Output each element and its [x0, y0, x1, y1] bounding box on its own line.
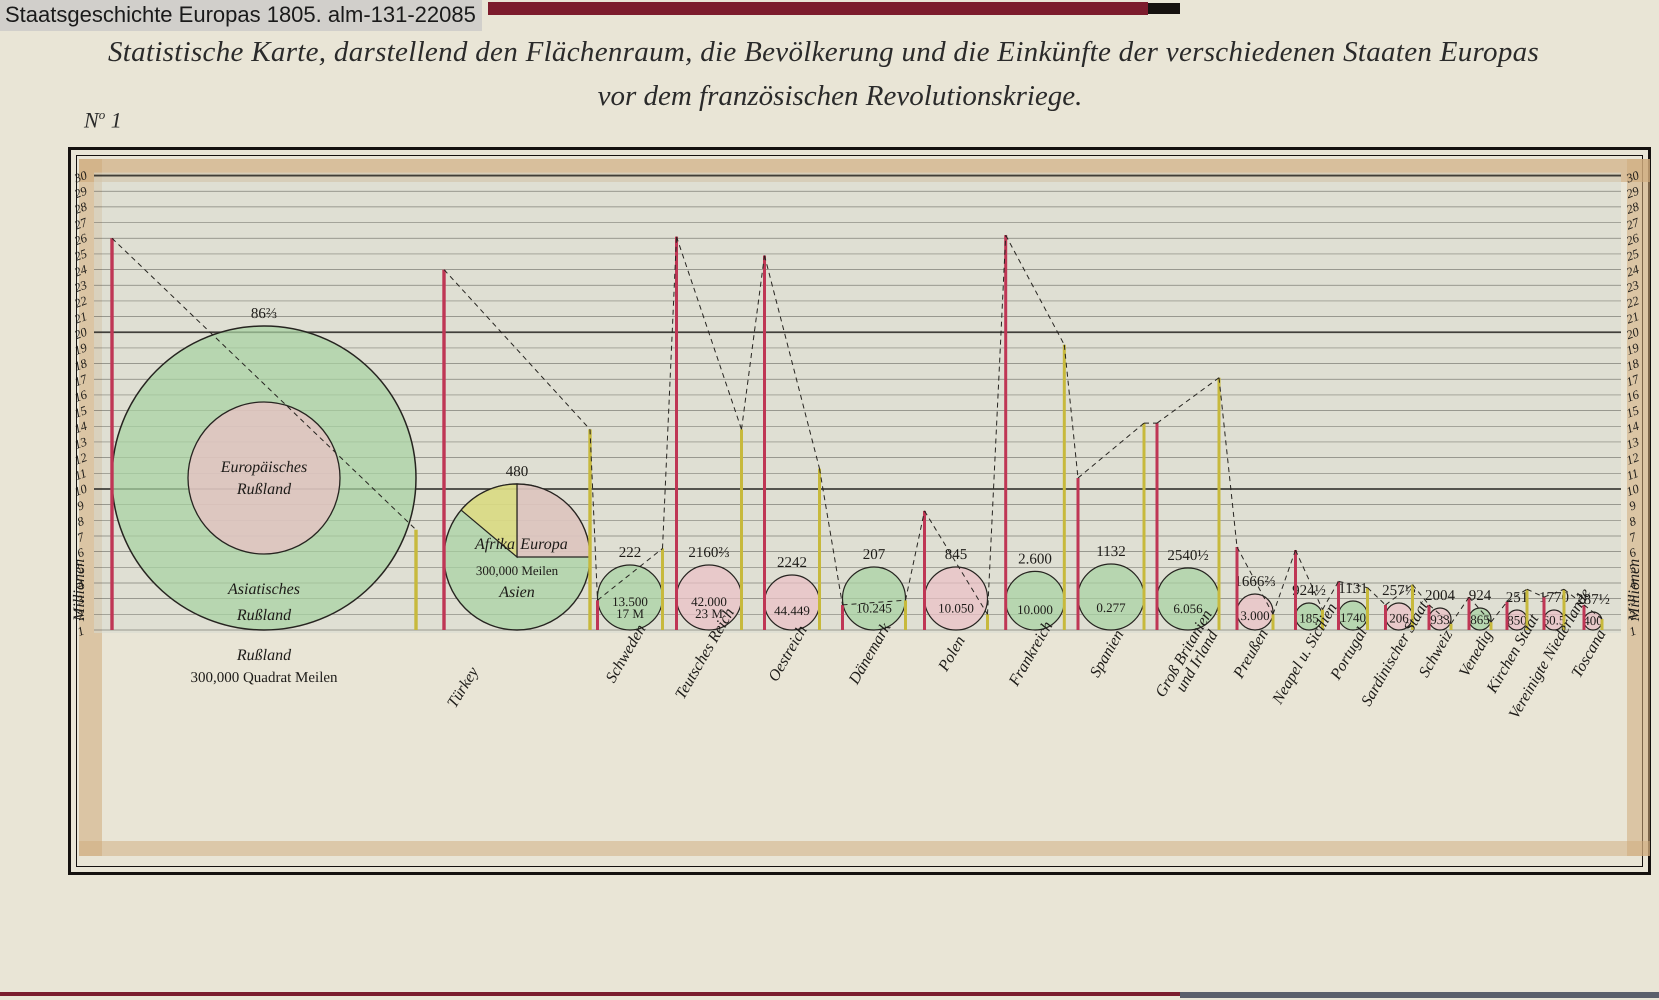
svg-text:Asien: Asien — [498, 584, 535, 601]
svg-text:Türkey: Türkey — [444, 664, 482, 711]
svg-text:865: 865 — [1470, 612, 1490, 627]
svg-text:Rußland: Rußland — [236, 647, 292, 664]
svg-text:924: 924 — [1469, 588, 1492, 604]
svg-text:12: 12 — [72, 450, 89, 467]
svg-text:26: 26 — [1624, 230, 1641, 248]
svg-text:Toscana: Toscana — [1569, 627, 1610, 681]
svg-text:Europäisches: Europäisches — [220, 459, 308, 476]
svg-text:287½: 287½ — [1576, 592, 1610, 608]
svg-text:22: 22 — [72, 293, 89, 310]
svg-text:9: 9 — [1627, 498, 1638, 514]
svg-text:6: 6 — [1627, 545, 1638, 561]
svg-text:8: 8 — [75, 514, 86, 530]
svg-text:21: 21 — [1624, 309, 1641, 326]
svg-text:480: 480 — [506, 464, 529, 480]
svg-text:28: 28 — [72, 199, 89, 217]
svg-text:222: 222 — [619, 545, 642, 561]
svg-text:24: 24 — [1624, 262, 1641, 279]
svg-text:18: 18 — [72, 356, 89, 374]
svg-text:13: 13 — [72, 435, 89, 452]
svg-text:251: 251 — [1506, 590, 1529, 606]
svg-text:15: 15 — [72, 403, 89, 420]
svg-text:9: 9 — [75, 498, 86, 514]
svg-text:7: 7 — [75, 529, 86, 545]
svg-text:1132: 1132 — [1096, 544, 1125, 560]
svg-text:Asiatisches: Asiatisches — [227, 581, 300, 598]
svg-text:Portugal: Portugal — [1327, 624, 1371, 683]
svg-text:400: 400 — [1583, 613, 1603, 628]
svg-text:10: 10 — [72, 481, 89, 499]
svg-text:2160⅔: 2160⅔ — [688, 545, 729, 561]
svg-text:Schweiz: Schweiz — [1416, 627, 1457, 681]
svg-text:17: 17 — [72, 372, 89, 390]
svg-text:12: 12 — [1624, 450, 1641, 467]
svg-text:3.000: 3.000 — [1240, 608, 1269, 623]
svg-text:13: 13 — [1624, 435, 1641, 452]
svg-text:8: 8 — [1627, 514, 1638, 530]
svg-text:26: 26 — [72, 230, 89, 248]
svg-text:1131: 1131 — [1338, 581, 1367, 597]
svg-text:14: 14 — [1624, 419, 1641, 436]
svg-text:20: 20 — [72, 325, 89, 343]
svg-text:2540½: 2540½ — [1167, 548, 1208, 564]
svg-text:Preußen: Preußen — [1230, 626, 1272, 682]
svg-text:10.000: 10.000 — [1017, 602, 1053, 617]
svg-text:7: 7 — [1627, 529, 1638, 545]
svg-text:Spanien: Spanien — [1087, 627, 1127, 680]
svg-text:27: 27 — [1624, 215, 1641, 233]
svg-text:17: 17 — [1624, 372, 1641, 390]
svg-text:21: 21 — [72, 309, 89, 326]
svg-text:2004: 2004 — [1425, 588, 1456, 604]
svg-text:924½: 924½ — [1292, 583, 1326, 599]
svg-text:1: 1 — [1627, 624, 1638, 639]
svg-text:Millionen: Millionen — [1626, 559, 1643, 622]
svg-text:Millionen: Millionen — [71, 559, 88, 622]
svg-text:1: 1 — [75, 624, 86, 639]
svg-text:11: 11 — [73, 466, 89, 483]
svg-text:17 M: 17 M — [616, 606, 644, 621]
svg-text:20: 20 — [1624, 325, 1641, 343]
svg-text:11: 11 — [1625, 466, 1641, 483]
svg-text:22: 22 — [1624, 293, 1641, 310]
svg-text:933: 933 — [1430, 612, 1450, 627]
svg-text:10: 10 — [1624, 481, 1641, 499]
svg-text:19: 19 — [72, 340, 89, 358]
svg-text:30: 30 — [71, 168, 89, 186]
svg-text:2242: 2242 — [777, 555, 807, 571]
svg-text:16: 16 — [1624, 387, 1641, 405]
svg-text:44.449: 44.449 — [774, 603, 810, 618]
svg-text:Rußland: Rußland — [236, 607, 292, 624]
svg-text:28: 28 — [1624, 199, 1641, 217]
svg-text:27: 27 — [72, 215, 89, 233]
svg-text:25: 25 — [1624, 246, 1641, 263]
svg-text:23: 23 — [72, 278, 89, 295]
svg-text:Venedig: Venedig — [1456, 628, 1496, 680]
svg-text:1740: 1740 — [1340, 610, 1366, 625]
svg-text:0.277: 0.277 — [1096, 600, 1126, 615]
svg-text:Polen: Polen — [935, 633, 969, 675]
svg-text:30: 30 — [1623, 168, 1641, 186]
svg-text:16: 16 — [72, 387, 89, 405]
svg-text:6: 6 — [75, 545, 86, 561]
svg-text:15: 15 — [1624, 403, 1641, 420]
svg-text:Rußland: Rußland — [236, 481, 292, 498]
svg-text:29: 29 — [72, 183, 89, 201]
svg-text:18: 18 — [1624, 356, 1641, 374]
svg-text:Europa: Europa — [519, 536, 567, 553]
svg-text:10.050: 10.050 — [938, 601, 974, 616]
svg-text:Afrika: Afrika — [474, 536, 515, 553]
svg-text:19: 19 — [1624, 340, 1641, 358]
svg-text:300,000 Meilen: 300,000 Meilen — [476, 563, 559, 578]
svg-text:25: 25 — [72, 246, 89, 263]
svg-text:300,000 Quadrat Meilen: 300,000 Quadrat Meilen — [190, 670, 338, 686]
svg-text:1666⅔: 1666⅔ — [1234, 574, 1275, 590]
svg-text:2.600: 2.600 — [1018, 551, 1052, 567]
svg-text:23: 23 — [1624, 278, 1641, 295]
svg-text:24: 24 — [72, 262, 89, 279]
svg-text:29: 29 — [1624, 183, 1641, 201]
svg-text:14: 14 — [72, 419, 89, 436]
svg-text:207: 207 — [863, 547, 886, 563]
svg-text:86⅔: 86⅔ — [251, 306, 277, 322]
